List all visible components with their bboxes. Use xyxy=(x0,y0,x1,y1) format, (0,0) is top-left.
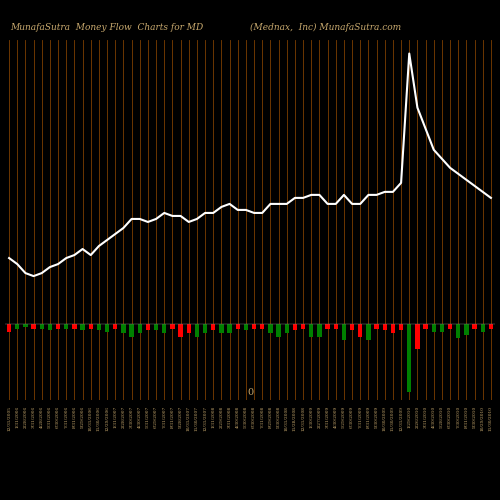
Bar xyxy=(456,324,460,338)
Bar xyxy=(440,324,444,332)
Bar xyxy=(326,324,330,329)
Bar xyxy=(488,324,493,329)
Bar xyxy=(480,324,485,332)
Bar xyxy=(350,324,354,330)
Bar xyxy=(342,324,346,340)
Bar xyxy=(23,324,28,326)
Bar xyxy=(15,324,20,329)
Bar xyxy=(146,324,150,330)
Bar xyxy=(56,324,60,329)
Bar xyxy=(40,324,44,329)
Bar xyxy=(186,324,191,334)
Bar xyxy=(170,324,174,329)
Text: MunafaSutra  Money Flow  Charts for MD: MunafaSutra Money Flow Charts for MD xyxy=(10,22,203,32)
Bar xyxy=(88,324,93,329)
Bar xyxy=(358,324,362,336)
Bar xyxy=(390,324,395,334)
Bar xyxy=(464,324,468,335)
Bar xyxy=(472,324,477,329)
Bar xyxy=(80,324,85,330)
Bar xyxy=(276,324,281,336)
Bar xyxy=(121,324,126,334)
Bar xyxy=(292,324,297,330)
Bar xyxy=(154,324,158,330)
Bar xyxy=(7,324,12,332)
Bar xyxy=(244,324,248,330)
Bar xyxy=(162,324,166,334)
Bar xyxy=(211,324,216,330)
Bar xyxy=(178,324,183,336)
Bar xyxy=(48,324,52,330)
Bar xyxy=(32,324,36,329)
Bar xyxy=(448,324,452,329)
Bar xyxy=(203,324,207,334)
Bar xyxy=(284,324,289,334)
Bar xyxy=(252,324,256,329)
Bar xyxy=(236,324,240,329)
Bar xyxy=(105,324,110,332)
Text: 0: 0 xyxy=(247,388,253,396)
Text: (Mednax,  Inc) MunafaSutra.com: (Mednax, Inc) MunafaSutra.com xyxy=(250,22,401,32)
Bar xyxy=(334,324,338,329)
Bar xyxy=(382,324,387,330)
Bar xyxy=(366,324,370,340)
Bar xyxy=(424,324,428,329)
Bar xyxy=(399,324,404,330)
Bar xyxy=(415,324,420,349)
Bar xyxy=(268,324,272,334)
Bar xyxy=(317,324,322,336)
Bar xyxy=(228,324,232,334)
Bar xyxy=(96,324,101,330)
Bar xyxy=(219,324,224,334)
Bar xyxy=(130,324,134,336)
Bar xyxy=(194,324,199,336)
Bar xyxy=(72,324,76,329)
Bar xyxy=(260,324,264,329)
Bar xyxy=(407,324,412,392)
Bar xyxy=(301,324,306,329)
Bar xyxy=(113,324,117,329)
Bar xyxy=(138,324,142,334)
Bar xyxy=(64,324,68,329)
Bar xyxy=(432,324,436,332)
Bar xyxy=(309,324,314,336)
Bar xyxy=(374,324,379,329)
